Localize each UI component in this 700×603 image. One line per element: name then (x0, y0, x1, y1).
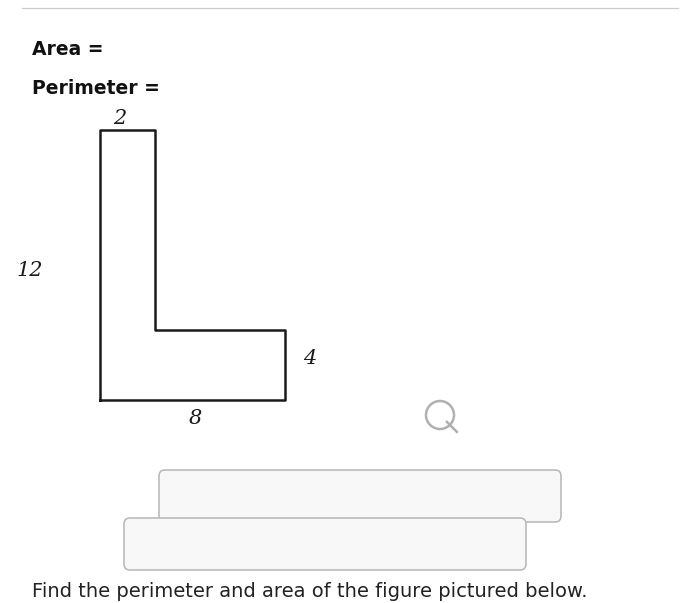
Text: 8: 8 (188, 408, 202, 428)
Text: Perimeter =: Perimeter = (32, 79, 160, 98)
FancyBboxPatch shape (159, 470, 561, 522)
Text: 4: 4 (303, 349, 316, 367)
Text: 12: 12 (17, 260, 43, 280)
Text: 2: 2 (113, 109, 127, 127)
FancyBboxPatch shape (124, 518, 526, 570)
Text: Find the perimeter and area of the figure pictured below.: Find the perimeter and area of the figur… (32, 582, 587, 601)
Text: Area =: Area = (32, 40, 103, 59)
